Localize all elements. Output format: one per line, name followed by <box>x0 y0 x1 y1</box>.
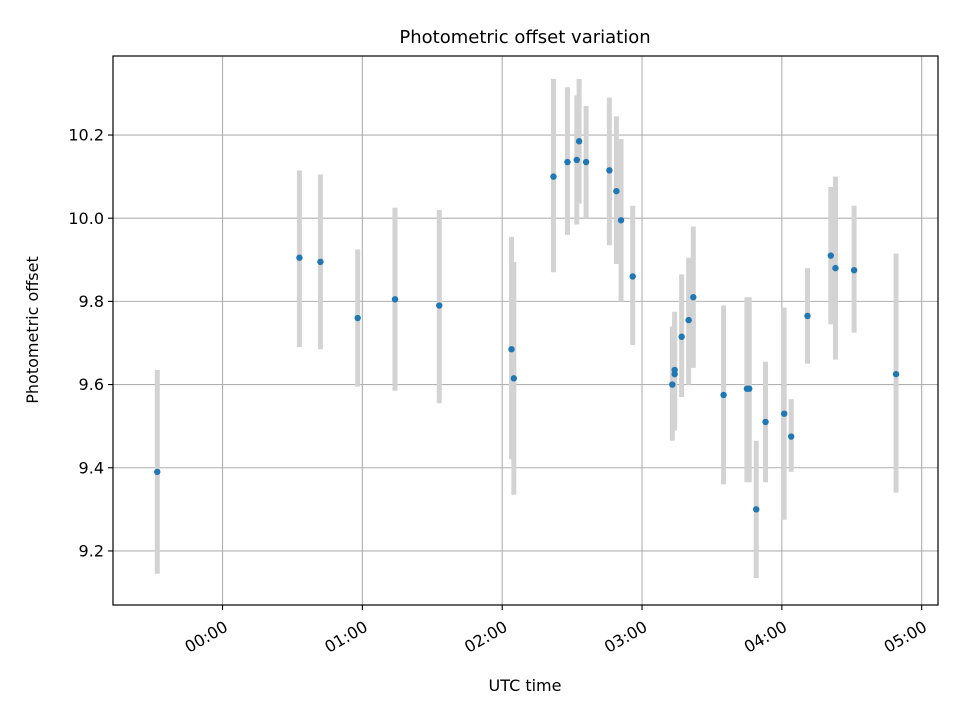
data-point <box>850 266 858 274</box>
data-point <box>787 433 795 440</box>
data-point <box>575 138 583 145</box>
data-point <box>317 258 324 266</box>
y-tick-label: 10.0 <box>68 209 104 228</box>
data-point <box>762 418 769 426</box>
data-point <box>678 333 685 340</box>
data-point <box>582 158 590 166</box>
y-axis-label: Photometric offset <box>23 256 42 404</box>
data-point <box>753 506 760 513</box>
data-point <box>671 366 678 374</box>
data-point <box>564 158 571 166</box>
data-point <box>892 370 900 378</box>
chart-title: Photometric offset variation <box>399 27 650 48</box>
data-point <box>296 254 303 261</box>
data-point <box>550 173 557 180</box>
data-point <box>832 264 839 272</box>
data-point <box>827 252 834 259</box>
data-point <box>746 385 753 392</box>
data-point <box>617 217 625 224</box>
x-axis-label: UTC time <box>489 676 562 695</box>
y-tick-label: 9.8 <box>79 292 104 311</box>
data-point <box>669 381 676 388</box>
data-point <box>685 316 692 324</box>
plot-frame <box>112 55 939 606</box>
data-point <box>354 314 361 322</box>
data-point <box>629 273 636 280</box>
y-axis-ticks: 9.2 9.4 9.6 9.8 10.0 10.2 <box>68 126 113 561</box>
data-point <box>613 187 620 195</box>
data-point <box>573 156 580 164</box>
data-point <box>780 410 788 417</box>
y-tick-label: 10.2 <box>68 126 104 145</box>
data-point <box>510 375 518 382</box>
y-tick-label: 9.6 <box>79 375 104 394</box>
data-points <box>154 138 900 513</box>
y-tick-label: 9.4 <box>79 458 104 477</box>
data-point <box>690 294 697 301</box>
data-point <box>154 468 161 476</box>
data-point <box>606 167 613 174</box>
data-point <box>436 302 443 309</box>
data-point <box>804 312 811 320</box>
data-point <box>508 346 515 353</box>
data-point <box>720 391 727 399</box>
y-tick-label: 9.2 <box>79 542 104 561</box>
data-point <box>391 296 399 303</box>
